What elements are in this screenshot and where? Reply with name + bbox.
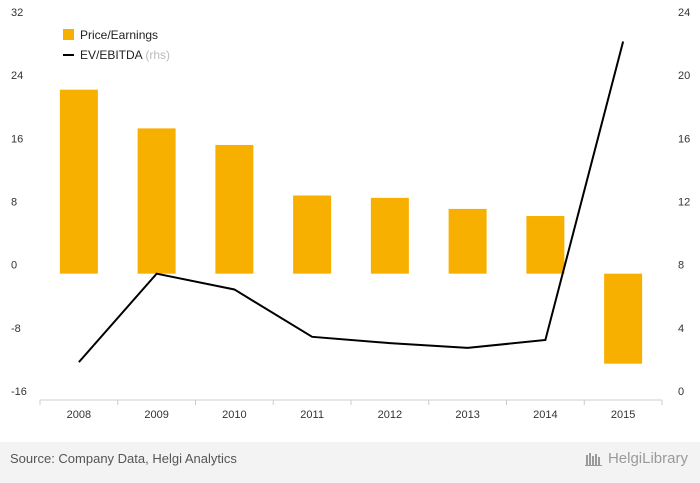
x-tick-label: 2013 [455, 409, 479, 421]
y-tick-label: 16 [11, 133, 23, 145]
bar [526, 216, 565, 274]
footer: Source: Company Data, Helgi Analytics He… [0, 442, 700, 483]
legend-label-ev-ebitda: EV/EBITDA (rhs) [80, 48, 170, 62]
y2-tick-label: 12 [678, 197, 690, 209]
line-series [78, 41, 625, 363]
source-note: Source: Company Data, Helgi Analytics [10, 451, 237, 466]
x-tick-label: 2014 [533, 409, 557, 421]
legend-label-price-earnings: Price/Earnings [80, 28, 158, 42]
right-axis: 24 20 16 12 8 4 0 [678, 7, 690, 398]
y2-tick-label: 16 [678, 133, 690, 145]
x-tick-label: 2015 [611, 409, 635, 421]
brand-logo: HelgiLibrary [584, 450, 688, 467]
bar [448, 208, 487, 274]
x-tick-label: 2012 [378, 409, 402, 421]
y-tick-label: 0 [11, 260, 17, 272]
y-tick-label: 8 [11, 197, 17, 209]
x-tick-label: 2008 [67, 409, 91, 421]
line-path [78, 41, 625, 363]
brand-name: HelgiLibrary [607, 450, 688, 467]
bar [137, 128, 176, 274]
legend-swatch-price-earnings [63, 29, 74, 40]
y-tick-label: -16 [11, 386, 27, 398]
bar [215, 144, 254, 274]
bar-series [59, 89, 643, 364]
bar [370, 197, 409, 274]
y-tick-label: -8 [11, 323, 21, 335]
y-tick-label: 32 [11, 7, 23, 19]
left-axis: 32 24 16 8 0 -8 -16 [11, 7, 27, 398]
bar [59, 89, 98, 274]
x-tick-label: 2011 [300, 409, 324, 421]
y2-tick-label: 4 [678, 323, 684, 335]
y2-tick-label: 20 [678, 70, 690, 82]
bar [604, 273, 643, 364]
x-tick-label: 2009 [144, 409, 168, 421]
library-icon [584, 452, 602, 466]
legend-ev-ebitda-suffix: (rhs) [145, 48, 170, 62]
legend: Price/Earnings EV/EBITDA (rhs) [63, 28, 170, 62]
bar [293, 195, 332, 274]
y-tick-label: 24 [11, 70, 23, 82]
y2-tick-label: 24 [678, 7, 690, 19]
x-tick-label: 2010 [222, 409, 246, 421]
x-axis: 2008 2009 2010 2011 2012 2013 2014 2015 [39, 400, 663, 421]
y2-tick-label: 0 [678, 386, 684, 398]
legend-ev-ebitda-name: EV/EBITDA [80, 48, 143, 62]
y2-tick-label: 8 [678, 260, 684, 272]
